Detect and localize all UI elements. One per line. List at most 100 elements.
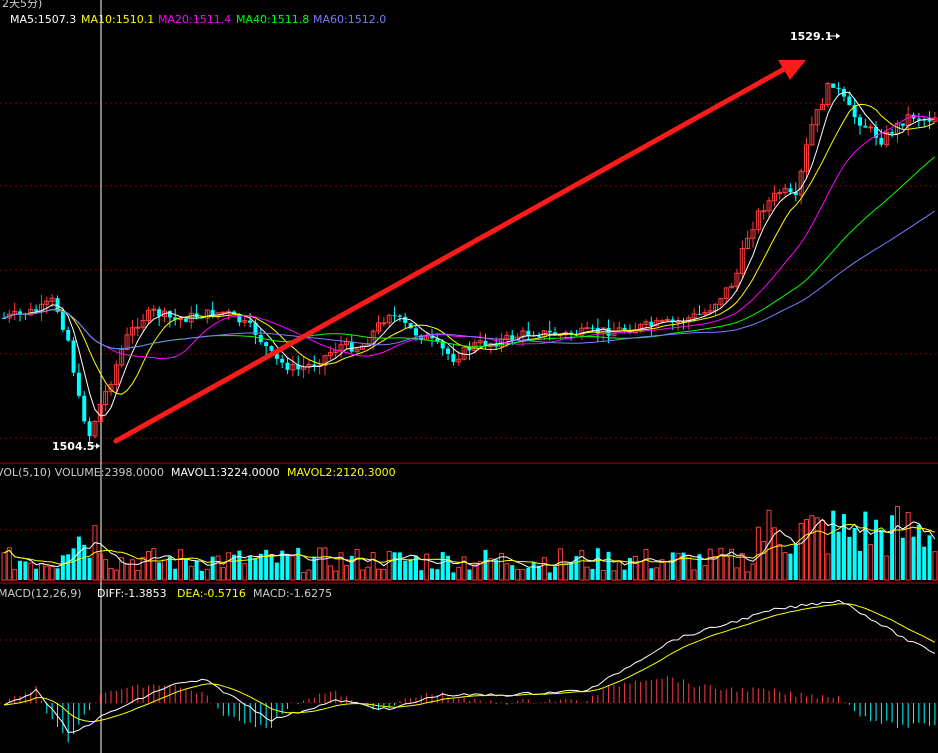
volume-bar: [446, 555, 451, 580]
candle-body: [60, 311, 65, 330]
candle-body: [584, 327, 590, 330]
grid-lines: [0, 102, 938, 704]
volume-bar: [145, 550, 151, 581]
candle: [697, 305, 702, 316]
volume-bar: [841, 514, 846, 580]
candle-body: [890, 132, 895, 134]
volume-bar: [135, 570, 141, 581]
volume-bar: [397, 552, 402, 580]
candle-body: [108, 384, 114, 393]
candle: [702, 308, 708, 317]
candle-body: [643, 321, 649, 325]
candle-body: [440, 341, 445, 349]
volume-bar: [697, 554, 702, 580]
candle: [820, 97, 826, 111]
candle-body: [312, 364, 317, 367]
candle: [392, 306, 397, 322]
candle-body: [327, 352, 333, 357]
volume-bar: [569, 562, 574, 580]
candle: [847, 91, 852, 106]
candle: [664, 316, 670, 322]
candle-body: [381, 322, 387, 325]
volume-bar: [467, 569, 472, 580]
candle: [76, 363, 81, 399]
candle-body: [18, 311, 23, 314]
candle: [900, 123, 905, 129]
volume-bar: [376, 568, 381, 581]
candle-body: [863, 125, 868, 128]
legend-ma40: MA40:1511.8: [236, 13, 309, 26]
volume-bar: [707, 548, 713, 581]
volume-bar: [12, 569, 18, 581]
volume-bar: [874, 519, 879, 580]
volume-bar: [879, 529, 884, 580]
volume-bar: [793, 544, 798, 580]
candle-body: [354, 348, 360, 353]
macd-legend: MACD(12,26,9) DIFF:-1.3853 DEA:-0.5716 M…: [0, 587, 332, 600]
candle: [681, 318, 686, 330]
volume-bar: [253, 558, 258, 580]
candle: [884, 125, 890, 148]
volume-bar: [92, 525, 98, 581]
candle-body: [483, 340, 488, 347]
candle: [178, 317, 184, 328]
candle-body: [659, 320, 665, 323]
volume-bar: [515, 568, 521, 581]
candle-body: [34, 309, 39, 312]
volume-bar: [654, 567, 660, 581]
volume-bar: [343, 565, 349, 581]
volume-bar: [541, 557, 547, 581]
candle-body: [874, 126, 879, 138]
candle: [440, 338, 445, 356]
volume-bar: [237, 550, 242, 580]
volume-bar: [82, 544, 87, 580]
volume-bar: [317, 547, 323, 581]
candle-body: [157, 309, 162, 317]
volume-bar: [520, 569, 526, 581]
candle-body: [831, 83, 836, 88]
volume-bar: [809, 515, 815, 581]
volume-bar: [905, 512, 911, 581]
volume-bar: [627, 558, 632, 580]
volume-bar: [600, 569, 606, 581]
volume-bar: [188, 565, 194, 581]
volume-bar: [381, 569, 387, 581]
volume-bar: [916, 524, 921, 580]
volume-bar: [327, 565, 333, 581]
volume-bar: [932, 551, 938, 581]
candle-body: [66, 329, 71, 341]
candle: [927, 111, 932, 129]
volume-bar: [563, 563, 569, 581]
volume-bar: [804, 518, 809, 581]
candle-body: [322, 355, 328, 366]
volume-bar: [290, 554, 296, 581]
volume-bars: [1, 506, 938, 581]
volume-bar: [226, 552, 232, 581]
volume-legend: VOL(5,10) VOLUME:2398.0000 MAVOL1:3224.0…: [0, 466, 396, 479]
candle: [108, 381, 114, 397]
candle: [92, 420, 98, 439]
volume-bar: [537, 565, 541, 580]
volume-bar: [868, 543, 874, 581]
volume-bar: [579, 550, 585, 581]
volume-bar: [194, 560, 199, 580]
volume-bar: [675, 552, 681, 581]
candle-body: [151, 308, 157, 311]
candle-body: [729, 285, 735, 289]
candle: [151, 305, 157, 318]
candle: [467, 341, 472, 361]
volume-bar: [349, 555, 354, 580]
candle-body: [76, 372, 81, 396]
candle-body: [858, 117, 862, 126]
candle-body: [664, 319, 670, 322]
candle-body: [755, 210, 761, 231]
volume-bar: [113, 569, 119, 581]
volume-bar: [526, 568, 531, 580]
candle-body: [793, 192, 798, 196]
low-price-marker: 1504.5: [52, 440, 100, 453]
candle-body: [739, 248, 745, 274]
candle-body: [38, 303, 44, 312]
candle-body: [574, 334, 579, 336]
volume-bar: [354, 549, 360, 581]
